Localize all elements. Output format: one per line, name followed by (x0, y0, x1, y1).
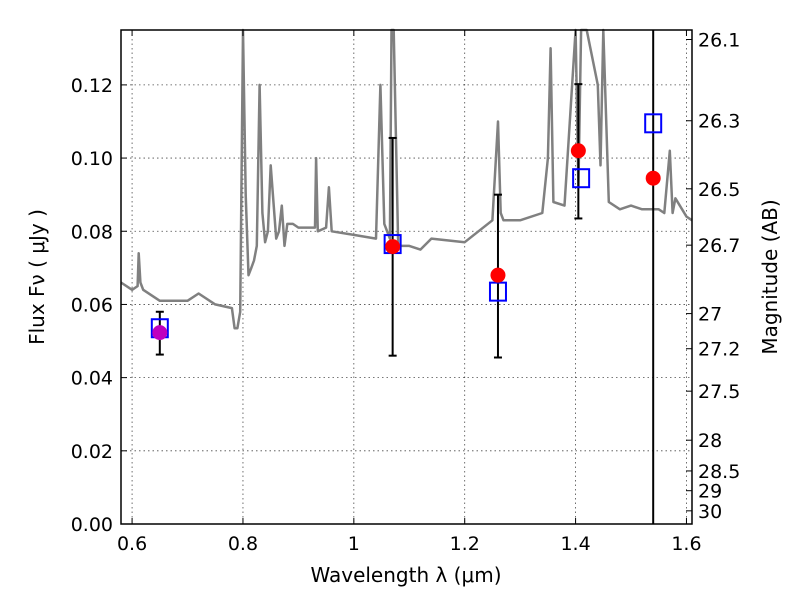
spectrum-line (120, 28, 693, 330)
observed-point (570, 143, 586, 159)
right-axis-label: Magnitude (AB) (758, 199, 782, 354)
y-tick-label: 0.06 (71, 294, 113, 316)
observed-point (385, 239, 401, 255)
x-tick-label: 1.2 (450, 533, 480, 555)
y-tick-label: 0.12 (71, 75, 113, 97)
right-tick-label: 28.5 (698, 461, 740, 483)
x-axis-label: Wavelength λ (μm) (310, 563, 501, 587)
observed-point (490, 267, 506, 283)
right-tick-label: 26.3 (698, 111, 740, 133)
y-tick-label: 0.08 (71, 221, 113, 243)
right-tick-label: 27.5 (698, 381, 740, 403)
right-tick-label: 27.2 (698, 339, 740, 361)
y-tick-label: 0.10 (71, 148, 113, 170)
right-tick-label: 26.1 (698, 30, 740, 52)
observed-point (645, 170, 661, 186)
y-tick-label: 0.02 (71, 441, 113, 463)
observed-point (152, 325, 168, 341)
right-tick-label: 26.5 (698, 179, 740, 201)
plot-frame (120, 29, 693, 525)
right-tick-label: 30 (698, 501, 722, 523)
model-square (644, 113, 663, 134)
right-tick-label: 29 (698, 481, 722, 503)
y-tick-label: 0.04 (71, 368, 113, 390)
y-axis-label: Flux Fν ( μJy ) (25, 209, 49, 345)
x-tick-label: 1.6 (671, 533, 701, 555)
axis-ticks: 0.6 0.8 1 1.2 1.4 1.6 0.00 0.02 0.04 0.06 0.08 0.10… (71, 30, 741, 555)
error-bars (155, 30, 655, 524)
model-spectrum (120, 28, 693, 330)
model-photometry-squares (150, 113, 663, 339)
right-tick-label: 27 (698, 304, 722, 326)
right-tick-label: 28 (698, 430, 722, 452)
right-tick-label: 26.7 (698, 235, 740, 257)
x-tick-label: 1 (348, 533, 360, 555)
y-tick-label: 0.00 (71, 514, 113, 536)
observed-photometry-points (152, 143, 661, 341)
x-tick-label: 0.6 (117, 533, 147, 555)
x-tick-label: 1.4 (560, 533, 590, 555)
model-square (572, 168, 591, 189)
x-tick-label: 0.8 (228, 533, 258, 555)
